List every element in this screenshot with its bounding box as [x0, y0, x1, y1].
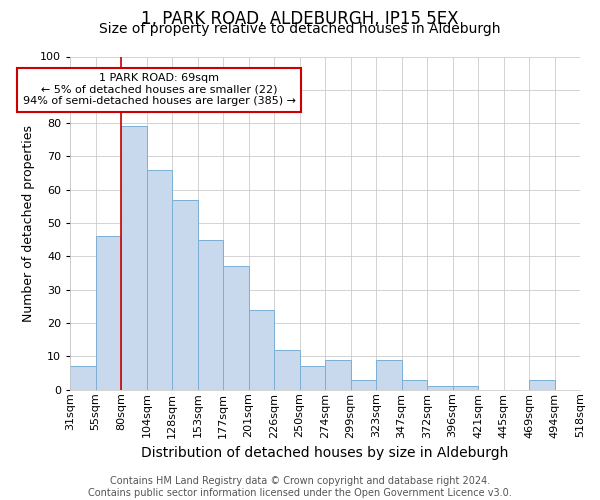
Bar [95, 236, 121, 390]
Bar [401, 380, 427, 390]
Bar [223, 266, 248, 390]
Text: 1 PARK ROAD: 69sqm
← 5% of detached houses are smaller (22)
94% of semi-detached: 1 PARK ROAD: 69sqm ← 5% of detached hous… [23, 73, 296, 106]
Bar [70, 366, 95, 390]
Bar [197, 240, 223, 390]
Bar [274, 350, 299, 390]
Text: Size of property relative to detached houses in Aldeburgh: Size of property relative to detached ho… [99, 22, 501, 36]
Bar [350, 380, 376, 390]
Bar [427, 386, 452, 390]
Bar [376, 360, 401, 390]
Text: Contains HM Land Registry data © Crown copyright and database right 2024.
Contai: Contains HM Land Registry data © Crown c… [88, 476, 512, 498]
Bar [529, 380, 554, 390]
Bar [325, 360, 350, 390]
Bar [299, 366, 325, 390]
X-axis label: Distribution of detached houses by size in Aldeburgh: Distribution of detached houses by size … [142, 446, 509, 460]
Text: 1, PARK ROAD, ALDEBURGH, IP15 5EX: 1, PARK ROAD, ALDEBURGH, IP15 5EX [141, 10, 459, 28]
Bar [248, 310, 274, 390]
Bar [172, 200, 197, 390]
Bar [121, 126, 146, 390]
Bar [452, 386, 478, 390]
Y-axis label: Number of detached properties: Number of detached properties [22, 124, 35, 322]
Bar [146, 170, 172, 390]
